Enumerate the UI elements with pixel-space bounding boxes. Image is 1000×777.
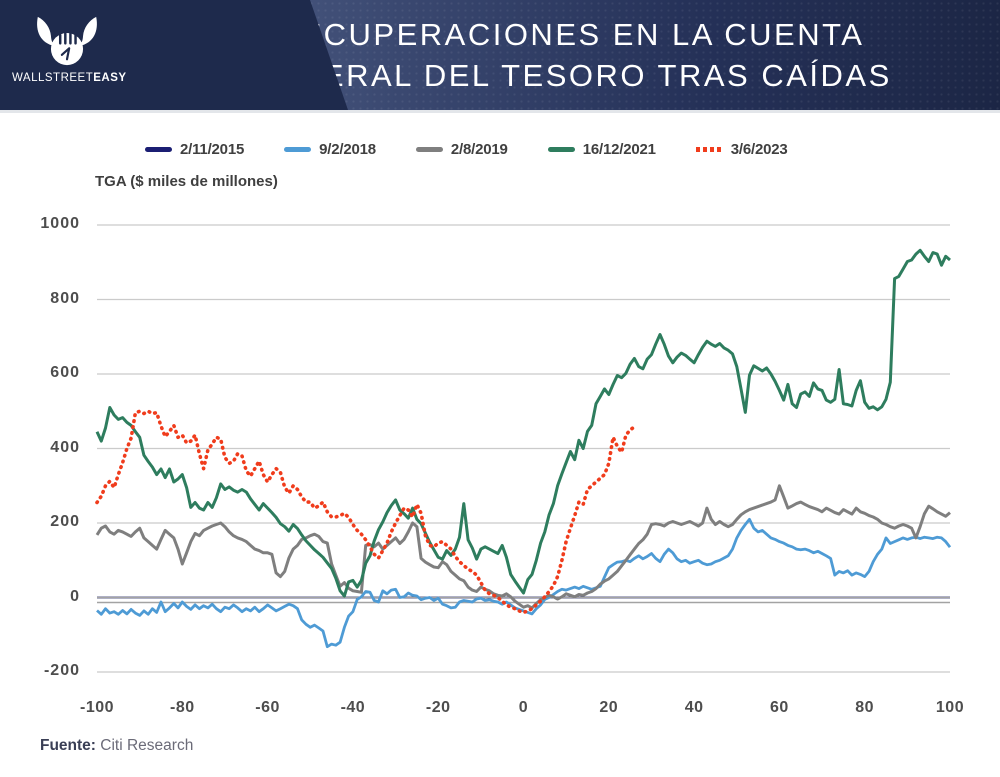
series-line-16-12-2021 — [95, 248, 951, 598]
brand-name-regular: WALLSTREET — [12, 72, 94, 84]
x-tick-label--60: -60 — [255, 699, 280, 716]
y-tick-label-400: 400 — [50, 438, 80, 456]
legend-swatch-9-2-2018 — [284, 147, 312, 152]
legend-label: 3/6/2023 — [730, 141, 788, 158]
chart-legend: 2/11/2015 9/2/2018 2/8/2019 16/12/2021 3/6/2… — [145, 141, 788, 158]
x-tick-label--80: -80 — [169, 699, 195, 716]
series-line-2-8-2019 — [95, 484, 951, 610]
y-tick-label-800: 800 — [50, 289, 80, 307]
legend-item-16-12-2021: 16/12/2021 — [547, 141, 656, 158]
series-line-3-6-2023 — [95, 409, 637, 615]
x-tick-label--20: -20 — [425, 699, 451, 716]
x-tick-label-80: 80 — [855, 699, 875, 716]
legend-label: 16/12/2021 — [582, 141, 656, 158]
legend-swatch-3-6-2023 — [695, 147, 723, 152]
page-title-line2: GENERAL DEL TESORO TRAS CAÍDAS — [248, 58, 892, 93]
x-tick-label-20: 20 — [599, 699, 619, 716]
source-label: Fuente: — [40, 737, 96, 754]
x-tick-label-100: 100 — [935, 699, 965, 716]
y-tick-label-0: 0 — [70, 587, 80, 605]
legend-swatch-16-12-2021 — [547, 147, 575, 152]
header-banner: RECUPERACIONES EN LA CUENTA GENERAL DEL … — [0, 0, 1000, 113]
x-tick-label--40: -40 — [340, 699, 366, 716]
source-attribution: Fuente: Citi Research — [40, 737, 193, 755]
bull-logo-icon — [37, 16, 97, 66]
y-tick-label--200: -200 — [43, 662, 80, 679]
y-tick-label-1000: 1000 — [40, 215, 80, 232]
legend-item-2-11-2015: 2/11/2015 — [145, 141, 244, 158]
brand-name: WALLSTREETEASY — [12, 72, 126, 84]
legend-label: 9/2/2018 — [319, 141, 376, 158]
legend-label: 2/8/2019 — [450, 141, 508, 158]
brand-logo-block: WALLSTREETEASY — [0, 0, 348, 110]
series-line-9-2-2018 — [96, 517, 952, 649]
legend-item-3-6-2023: 3/6/2023 — [695, 141, 788, 158]
x-tick-label--100: -100 — [79, 699, 115, 716]
source-value-text: Citi Research — [100, 737, 194, 754]
legend-item-2-8-2019: 2/8/2019 — [415, 141, 508, 158]
legend-item-9-2-2018: 9/2/2018 — [284, 141, 376, 158]
y-tick-label-200: 200 — [50, 513, 80, 530]
legend-label: 2/11/2015 — [180, 141, 245, 158]
source-value: Citi Research — [100, 737, 193, 754]
x-tick-label-0: 0 — [518, 699, 529, 716]
line-chart-plot — [95, 224, 952, 673]
x-tick-label-40: 40 — [684, 699, 704, 716]
y-tick-label-600: 600 — [50, 364, 80, 381]
brand-name-bold: EASY — [93, 72, 127, 84]
page-title-line1: RECUPERACIONES EN LA CUENTA — [275, 17, 865, 52]
legend-swatch-2-8-2019 — [415, 147, 443, 152]
page-title: RECUPERACIONES EN LA CUENTA GENERAL DEL … — [150, 14, 990, 96]
x-tick-label-60: 60 — [769, 699, 789, 716]
chart-area: 2/11/2015 9/2/2018 2/8/2019 16/12/2021 3/6/2… — [0, 113, 1000, 777]
y-axis-title: TGA ($ miles de millones) — [95, 173, 278, 190]
legend-swatch-2-11-2015 — [145, 147, 172, 152]
